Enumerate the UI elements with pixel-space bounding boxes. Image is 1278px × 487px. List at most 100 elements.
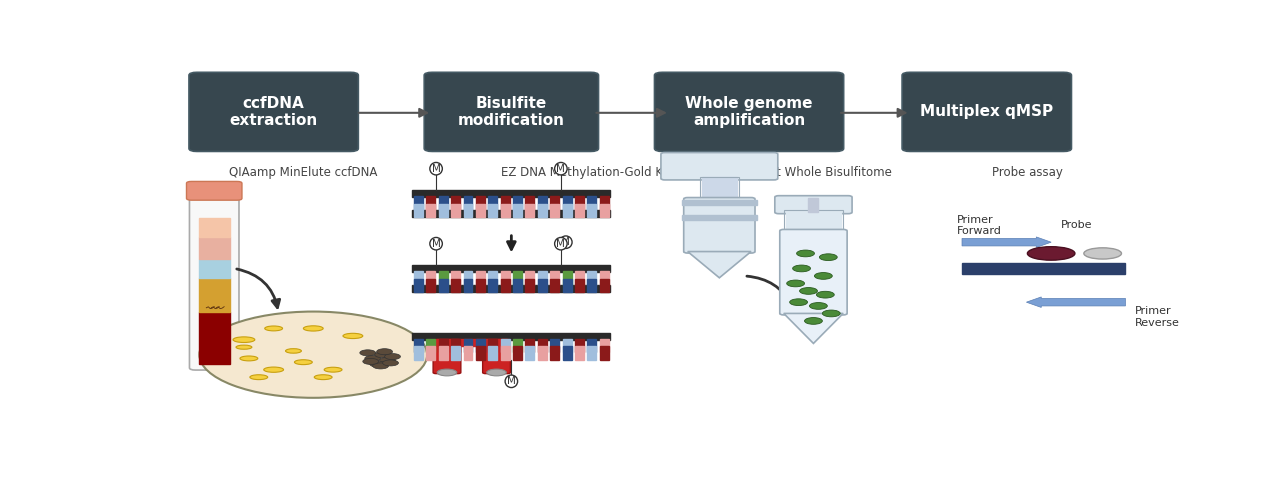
Bar [588, 196, 597, 209]
Bar [699, 177, 739, 201]
Bar [451, 346, 460, 359]
Circle shape [787, 280, 805, 287]
Text: Whole genome
amplification: Whole genome amplification [685, 95, 813, 128]
FancyBboxPatch shape [483, 339, 510, 374]
Bar [575, 196, 584, 209]
Bar [427, 196, 436, 209]
Bar [501, 196, 510, 209]
Bar [575, 204, 584, 217]
Circle shape [364, 356, 381, 361]
Bar [427, 339, 436, 352]
Ellipse shape [437, 369, 456, 376]
Ellipse shape [233, 337, 254, 342]
Bar [575, 346, 584, 359]
Bar [538, 279, 547, 292]
Bar [551, 346, 560, 359]
Bar [588, 346, 597, 359]
Bar [475, 204, 484, 217]
Circle shape [796, 250, 814, 257]
Bar [525, 204, 534, 217]
Ellipse shape [250, 375, 267, 380]
FancyBboxPatch shape [661, 152, 778, 180]
Text: M: M [561, 237, 570, 247]
Bar [501, 271, 510, 284]
Text: Probe: Probe [1061, 220, 1093, 230]
Bar [438, 204, 447, 217]
FancyBboxPatch shape [189, 72, 358, 151]
Ellipse shape [343, 333, 363, 338]
Bar [681, 200, 757, 205]
Bar [438, 196, 447, 209]
Text: M: M [556, 164, 565, 174]
Bar [451, 204, 460, 217]
Circle shape [373, 363, 389, 369]
FancyBboxPatch shape [684, 198, 755, 253]
Bar [436, 339, 507, 346]
Bar [414, 271, 423, 284]
Bar [962, 263, 1126, 274]
Polygon shape [688, 252, 751, 278]
Circle shape [814, 273, 832, 280]
Circle shape [822, 310, 840, 317]
Bar [451, 271, 460, 284]
Bar [427, 204, 436, 217]
Bar [427, 271, 436, 284]
Bar [562, 196, 571, 209]
Bar [427, 346, 436, 359]
Circle shape [790, 299, 808, 305]
Bar [588, 271, 597, 284]
Text: Bisulfite
modification: Bisulfite modification [458, 95, 565, 128]
Bar [538, 196, 547, 209]
Text: M: M [556, 239, 565, 249]
Bar [599, 339, 608, 352]
Bar [464, 346, 473, 359]
Bar [464, 271, 473, 284]
Bar [414, 279, 423, 292]
Bar [414, 346, 423, 359]
Bar [562, 204, 571, 217]
Text: M: M [432, 239, 441, 249]
Circle shape [805, 318, 822, 324]
Text: M: M [507, 376, 516, 386]
Bar [525, 279, 534, 292]
Bar [413, 190, 611, 197]
Text: Probe assay: Probe assay [992, 167, 1062, 179]
FancyArrow shape [962, 237, 1051, 247]
Bar [464, 339, 473, 352]
Bar [702, 177, 737, 201]
Bar [783, 210, 843, 235]
Bar [525, 339, 534, 352]
Ellipse shape [236, 345, 252, 349]
Circle shape [800, 287, 818, 294]
FancyBboxPatch shape [780, 229, 847, 315]
FancyBboxPatch shape [433, 339, 461, 374]
Bar [475, 339, 484, 352]
Bar [488, 204, 497, 217]
Bar [501, 339, 510, 352]
Bar [599, 196, 608, 209]
Bar [562, 346, 571, 359]
Bar [599, 279, 608, 292]
Bar [199, 259, 230, 278]
Bar [538, 339, 547, 352]
Circle shape [819, 254, 837, 261]
Bar [488, 271, 497, 284]
Text: Multiplex qMSP: Multiplex qMSP [920, 104, 1053, 119]
Bar [199, 312, 230, 364]
Bar [562, 339, 571, 352]
Ellipse shape [263, 367, 284, 372]
Ellipse shape [285, 349, 302, 353]
Bar [551, 339, 560, 352]
Ellipse shape [265, 326, 282, 331]
Bar [588, 339, 597, 352]
FancyBboxPatch shape [187, 182, 242, 200]
Bar [525, 196, 534, 209]
FancyBboxPatch shape [902, 72, 1071, 151]
Circle shape [199, 312, 427, 398]
Polygon shape [783, 314, 843, 343]
Bar [438, 279, 447, 292]
FancyBboxPatch shape [774, 196, 852, 214]
Bar [575, 279, 584, 292]
Circle shape [382, 360, 399, 366]
Bar [512, 346, 521, 359]
